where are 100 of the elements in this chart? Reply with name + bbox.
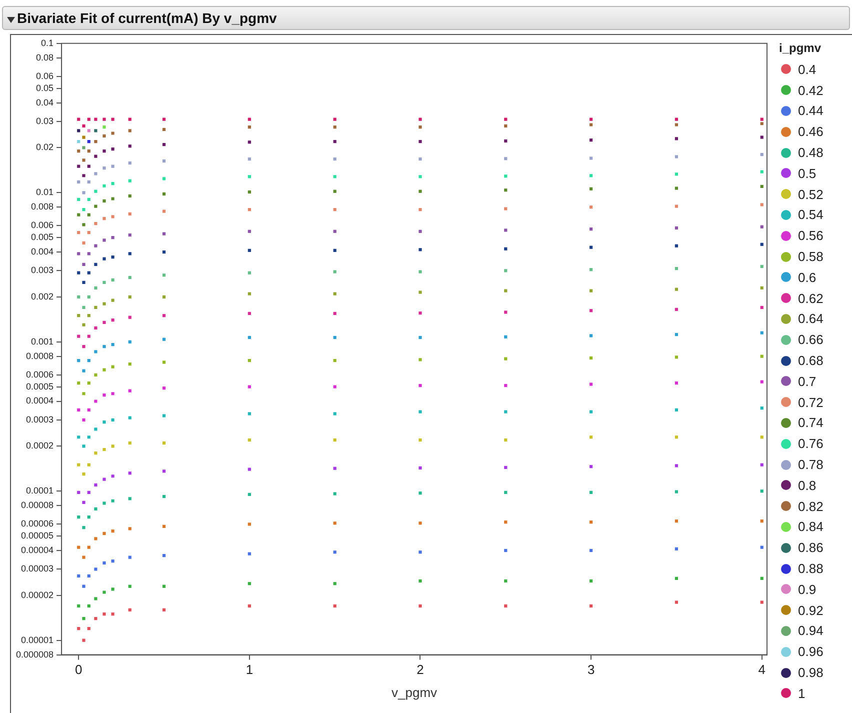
- point: [760, 136, 764, 139]
- point: [82, 223, 86, 226]
- point: [77, 271, 80, 274]
- point: [111, 392, 114, 396]
- point: [82, 158, 86, 162]
- point: [590, 206, 593, 209]
- point: [82, 124, 86, 128]
- legend-label: 0.64: [798, 311, 824, 326]
- point: [128, 527, 132, 530]
- point: [333, 438, 336, 442]
- point: [248, 522, 251, 526]
- point: [77, 408, 80, 412]
- point: [128, 584, 132, 588]
- point: [102, 166, 106, 170]
- point: [82, 500, 86, 504]
- x-tick-label: 2: [416, 662, 424, 678]
- point: [82, 638, 86, 642]
- point: [87, 490, 90, 494]
- point: [111, 132, 114, 135]
- point: [760, 331, 764, 334]
- point: [128, 233, 132, 237]
- point: [77, 149, 80, 153]
- point: [162, 441, 166, 445]
- point: [111, 365, 114, 368]
- point: [333, 582, 336, 586]
- point: [760, 203, 764, 206]
- point: [111, 612, 114, 616]
- point: [82, 472, 86, 476]
- point: [77, 463, 80, 466]
- point: [418, 410, 422, 414]
- point: [111, 215, 114, 218]
- point: [77, 604, 80, 608]
- point: [674, 464, 678, 468]
- point: [674, 547, 678, 550]
- legend-label: 0.94: [798, 623, 824, 638]
- point: [333, 385, 336, 388]
- point: [77, 334, 80, 338]
- y-tick-label: 0.003: [31, 265, 54, 276]
- point: [82, 208, 86, 212]
- point: [333, 312, 336, 316]
- point: [674, 118, 678, 121]
- point: [760, 170, 764, 174]
- point: [162, 338, 166, 341]
- point: [111, 278, 114, 282]
- point: [111, 147, 114, 151]
- point: [94, 568, 98, 571]
- point: [590, 138, 593, 142]
- point: [94, 262, 98, 266]
- y-tick-label: 0.000008: [16, 649, 54, 660]
- point: [82, 584, 86, 588]
- point: [111, 444, 114, 448]
- point: [674, 519, 678, 523]
- point: [111, 256, 114, 259]
- point: [590, 118, 593, 121]
- point: [162, 128, 166, 132]
- y-tick-label: 0.00008: [20, 500, 54, 510]
- point: [504, 269, 508, 272]
- point: [102, 134, 106, 138]
- point: [418, 466, 422, 470]
- y-tick-label: 0.001: [31, 336, 54, 346]
- point: [128, 144, 132, 148]
- point: [102, 368, 106, 372]
- point: [248, 412, 251, 416]
- point: [333, 336, 336, 340]
- point: [590, 309, 593, 312]
- point: [162, 232, 166, 236]
- point: [248, 126, 251, 129]
- point: [94, 507, 98, 510]
- point: [418, 190, 422, 193]
- point: [94, 244, 98, 248]
- point: [162, 295, 166, 298]
- point: [760, 306, 764, 310]
- point: [82, 526, 86, 530]
- y-tick-label: 0.00006: [20, 518, 54, 529]
- point: [418, 579, 422, 583]
- point: [248, 552, 251, 556]
- point: [248, 248, 251, 252]
- point: [77, 231, 80, 234]
- point: [94, 451, 98, 455]
- point: [760, 184, 764, 188]
- point: [102, 149, 106, 153]
- point: [77, 252, 80, 256]
- point: [94, 483, 98, 486]
- point: [162, 159, 166, 163]
- point: [333, 248, 336, 252]
- point: [102, 126, 106, 129]
- point: [674, 408, 678, 412]
- point: [77, 358, 80, 362]
- point: [248, 358, 251, 362]
- point: [82, 241, 86, 245]
- point: [333, 190, 336, 193]
- point: [94, 373, 98, 377]
- point: [674, 576, 678, 580]
- point: [102, 280, 106, 284]
- point: [674, 436, 678, 439]
- point: [333, 118, 336, 121]
- point: [504, 604, 508, 608]
- point: [674, 155, 678, 158]
- point: [248, 438, 251, 442]
- point: [248, 157, 251, 161]
